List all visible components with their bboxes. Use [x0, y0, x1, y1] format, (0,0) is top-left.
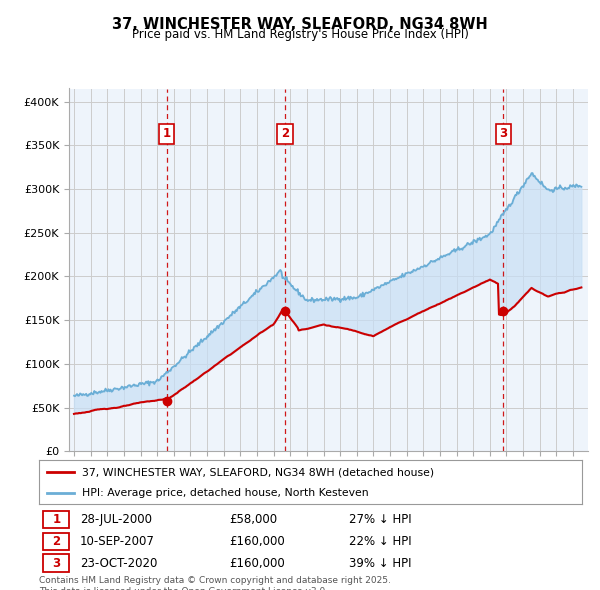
- Text: 22% ↓ HPI: 22% ↓ HPI: [349, 535, 411, 548]
- FancyBboxPatch shape: [43, 554, 70, 572]
- Text: 37, WINCHESTER WAY, SLEAFORD, NG34 8WH (detached house): 37, WINCHESTER WAY, SLEAFORD, NG34 8WH (…: [82, 467, 434, 477]
- Text: 27% ↓ HPI: 27% ↓ HPI: [349, 513, 411, 526]
- Text: 23-OCT-2020: 23-OCT-2020: [80, 556, 157, 569]
- Text: £58,000: £58,000: [229, 513, 277, 526]
- FancyBboxPatch shape: [43, 533, 70, 550]
- Text: £160,000: £160,000: [229, 556, 285, 569]
- Text: 3: 3: [52, 556, 61, 569]
- Text: 2: 2: [52, 535, 61, 548]
- Text: 2: 2: [281, 127, 289, 140]
- Text: 1: 1: [52, 513, 61, 526]
- Text: HPI: Average price, detached house, North Kesteven: HPI: Average price, detached house, Nort…: [82, 487, 369, 497]
- Text: Contains HM Land Registry data © Crown copyright and database right 2025.
This d: Contains HM Land Registry data © Crown c…: [39, 576, 391, 590]
- Text: 28-JUL-2000: 28-JUL-2000: [80, 513, 152, 526]
- Text: Price paid vs. HM Land Registry's House Price Index (HPI): Price paid vs. HM Land Registry's House …: [131, 28, 469, 41]
- FancyBboxPatch shape: [43, 511, 70, 529]
- Text: 3: 3: [499, 127, 508, 140]
- Text: 37, WINCHESTER WAY, SLEAFORD, NG34 8WH: 37, WINCHESTER WAY, SLEAFORD, NG34 8WH: [112, 17, 488, 31]
- Text: 39% ↓ HPI: 39% ↓ HPI: [349, 556, 411, 569]
- Text: 1: 1: [163, 127, 171, 140]
- Text: 10-SEP-2007: 10-SEP-2007: [80, 535, 155, 548]
- Text: £160,000: £160,000: [229, 535, 285, 548]
